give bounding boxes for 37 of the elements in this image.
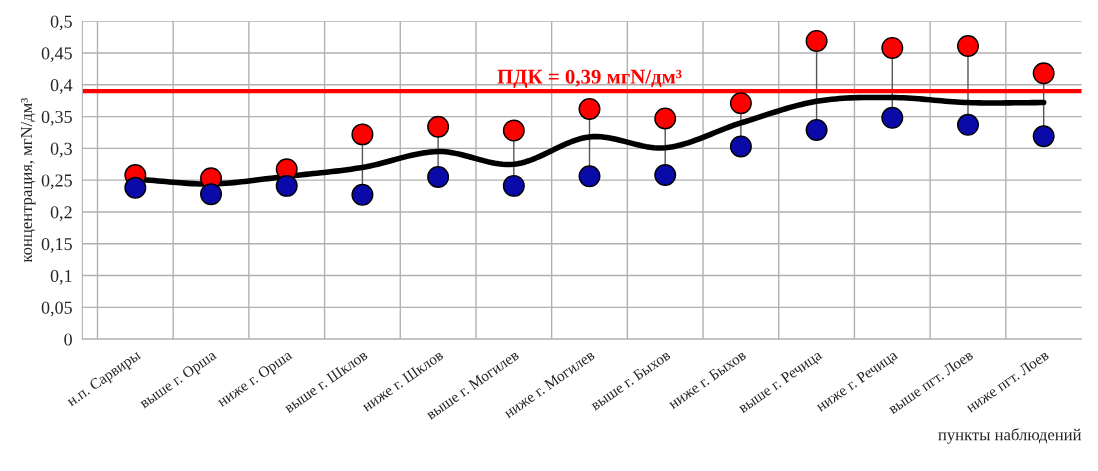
y-tick-label: 0,2 [50, 206, 72, 221]
y-tick-label: 0,25 [41, 174, 72, 190]
point [124, 176, 147, 199]
x-axis-title: пункты наблюдений [938, 428, 1082, 444]
y-tick-label: 0,35 [41, 110, 72, 126]
point [351, 183, 374, 206]
y-tick-label: 0,05 [41, 301, 72, 317]
point [578, 165, 601, 188]
point [654, 107, 677, 130]
y-tick-label: 0,45 [41, 47, 72, 63]
y-axis-title: концентрация, мгN/дм³ [20, 98, 36, 263]
point [275, 174, 298, 197]
y-tick-label: 0,3 [50, 142, 72, 158]
y-tick-label: 0 [64, 333, 72, 346]
point [1032, 62, 1055, 85]
point [502, 174, 525, 197]
point [1032, 125, 1055, 148]
y-tick-label: 0,5 [50, 15, 72, 31]
ref-line-label: ПДК = 0,39 мгN/дм³ [497, 69, 682, 88]
point [729, 135, 752, 158]
point [351, 123, 374, 146]
point [578, 97, 601, 120]
point [427, 165, 450, 188]
point [956, 113, 979, 136]
point [881, 36, 904, 59]
y-tick-label: 0,4 [50, 79, 73, 94]
point [805, 118, 828, 141]
point [956, 34, 979, 57]
point [881, 106, 904, 129]
y-tick-label: 0,15 [41, 238, 72, 253]
point [427, 115, 450, 138]
point [200, 183, 223, 206]
point [502, 119, 525, 142]
point [805, 29, 828, 52]
point [729, 92, 752, 115]
point [654, 164, 677, 187]
y-tick-label: 0,1 [50, 269, 72, 285]
